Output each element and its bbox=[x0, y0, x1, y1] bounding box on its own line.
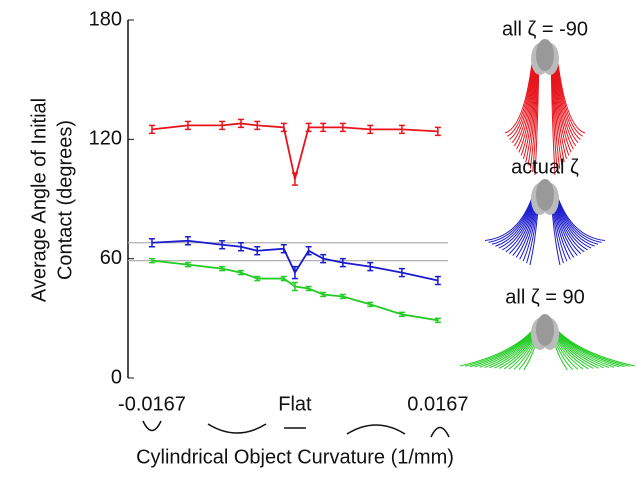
error-bar bbox=[339, 122, 346, 133]
error-bar bbox=[434, 317, 441, 324]
finger-stroke bbox=[459, 329, 534, 367]
error-bar bbox=[254, 245, 261, 256]
error-bar bbox=[291, 281, 298, 292]
finger-stroke bbox=[555, 329, 620, 368]
error-bar bbox=[237, 269, 244, 276]
error-bar bbox=[219, 265, 226, 272]
error-bar bbox=[237, 242, 244, 252]
x-tick-label: Flat bbox=[278, 393, 312, 415]
y-tick-label: 60 bbox=[100, 247, 122, 269]
y-tick-label: 180 bbox=[89, 8, 122, 30]
y-axis-label: Average Angle of Initial bbox=[28, 98, 50, 302]
y-tick-label: 120 bbox=[89, 128, 122, 150]
series-line bbox=[151, 122, 438, 180]
finger-stroke bbox=[556, 194, 602, 243]
error-bar bbox=[219, 240, 226, 250]
error-bar bbox=[184, 236, 191, 246]
finger-stroke bbox=[484, 194, 534, 241]
finger-stroke bbox=[555, 54, 581, 140]
error-bar bbox=[367, 261, 374, 272]
finger-stroke bbox=[556, 54, 583, 137]
finger-stroke bbox=[509, 54, 535, 140]
error-bar bbox=[237, 118, 244, 129]
error-bar bbox=[184, 261, 191, 268]
x-axis-label: Cylindrical Object Curvature (1/mm) bbox=[136, 446, 454, 468]
curvature-icons bbox=[142, 420, 450, 438]
finger-illustrations: all ζ = -90 actual ζ all ζ = 90 bbox=[459, 18, 636, 371]
error-bar bbox=[398, 311, 405, 318]
finger-stroke bbox=[556, 54, 586, 134]
y-tick-label: 0 bbox=[111, 366, 122, 388]
error-bar bbox=[184, 120, 191, 131]
error-bar bbox=[339, 293, 346, 300]
palm bbox=[536, 39, 554, 71]
error-bar bbox=[148, 238, 155, 248]
error-bar bbox=[291, 172, 298, 186]
legend-label: all ζ = 90 bbox=[505, 286, 584, 308]
error-bar bbox=[148, 257, 155, 264]
finger-stroke bbox=[507, 54, 534, 137]
error-bar bbox=[254, 275, 261, 282]
error-bar bbox=[280, 122, 287, 133]
error-bar bbox=[339, 257, 346, 268]
error-bar bbox=[320, 122, 327, 133]
palm bbox=[536, 179, 554, 211]
error-bar bbox=[254, 120, 261, 131]
error-bar bbox=[291, 265, 298, 280]
error-bar bbox=[434, 275, 441, 286]
error-bar bbox=[305, 245, 312, 256]
error-bar bbox=[367, 124, 374, 135]
error-bar bbox=[398, 124, 405, 135]
palm bbox=[536, 314, 554, 346]
error-bar bbox=[219, 120, 226, 131]
finger-stroke bbox=[504, 54, 534, 134]
finger-stroke bbox=[556, 329, 636, 367]
legend-label: all ζ = -90 bbox=[502, 18, 588, 40]
legend-label: actual ζ bbox=[511, 156, 579, 178]
error-bar bbox=[434, 126, 441, 137]
error-bar bbox=[305, 285, 312, 292]
error-bar bbox=[280, 243, 287, 254]
x-tick-label: 0.0167 bbox=[407, 393, 468, 415]
error-bar bbox=[305, 122, 312, 133]
finger-stroke bbox=[556, 194, 606, 241]
error-bar bbox=[398, 267, 405, 278]
error-bar bbox=[367, 301, 374, 308]
finger-stroke bbox=[488, 194, 534, 243]
error-bar bbox=[320, 253, 327, 264]
error-bar bbox=[148, 124, 155, 135]
error-bar bbox=[320, 291, 327, 298]
y-axis-label: Contact (degrees) bbox=[54, 120, 76, 280]
finger-stroke bbox=[556, 329, 630, 367]
error-bar bbox=[280, 275, 287, 282]
x-tick-label: -0.0167 bbox=[118, 393, 186, 415]
